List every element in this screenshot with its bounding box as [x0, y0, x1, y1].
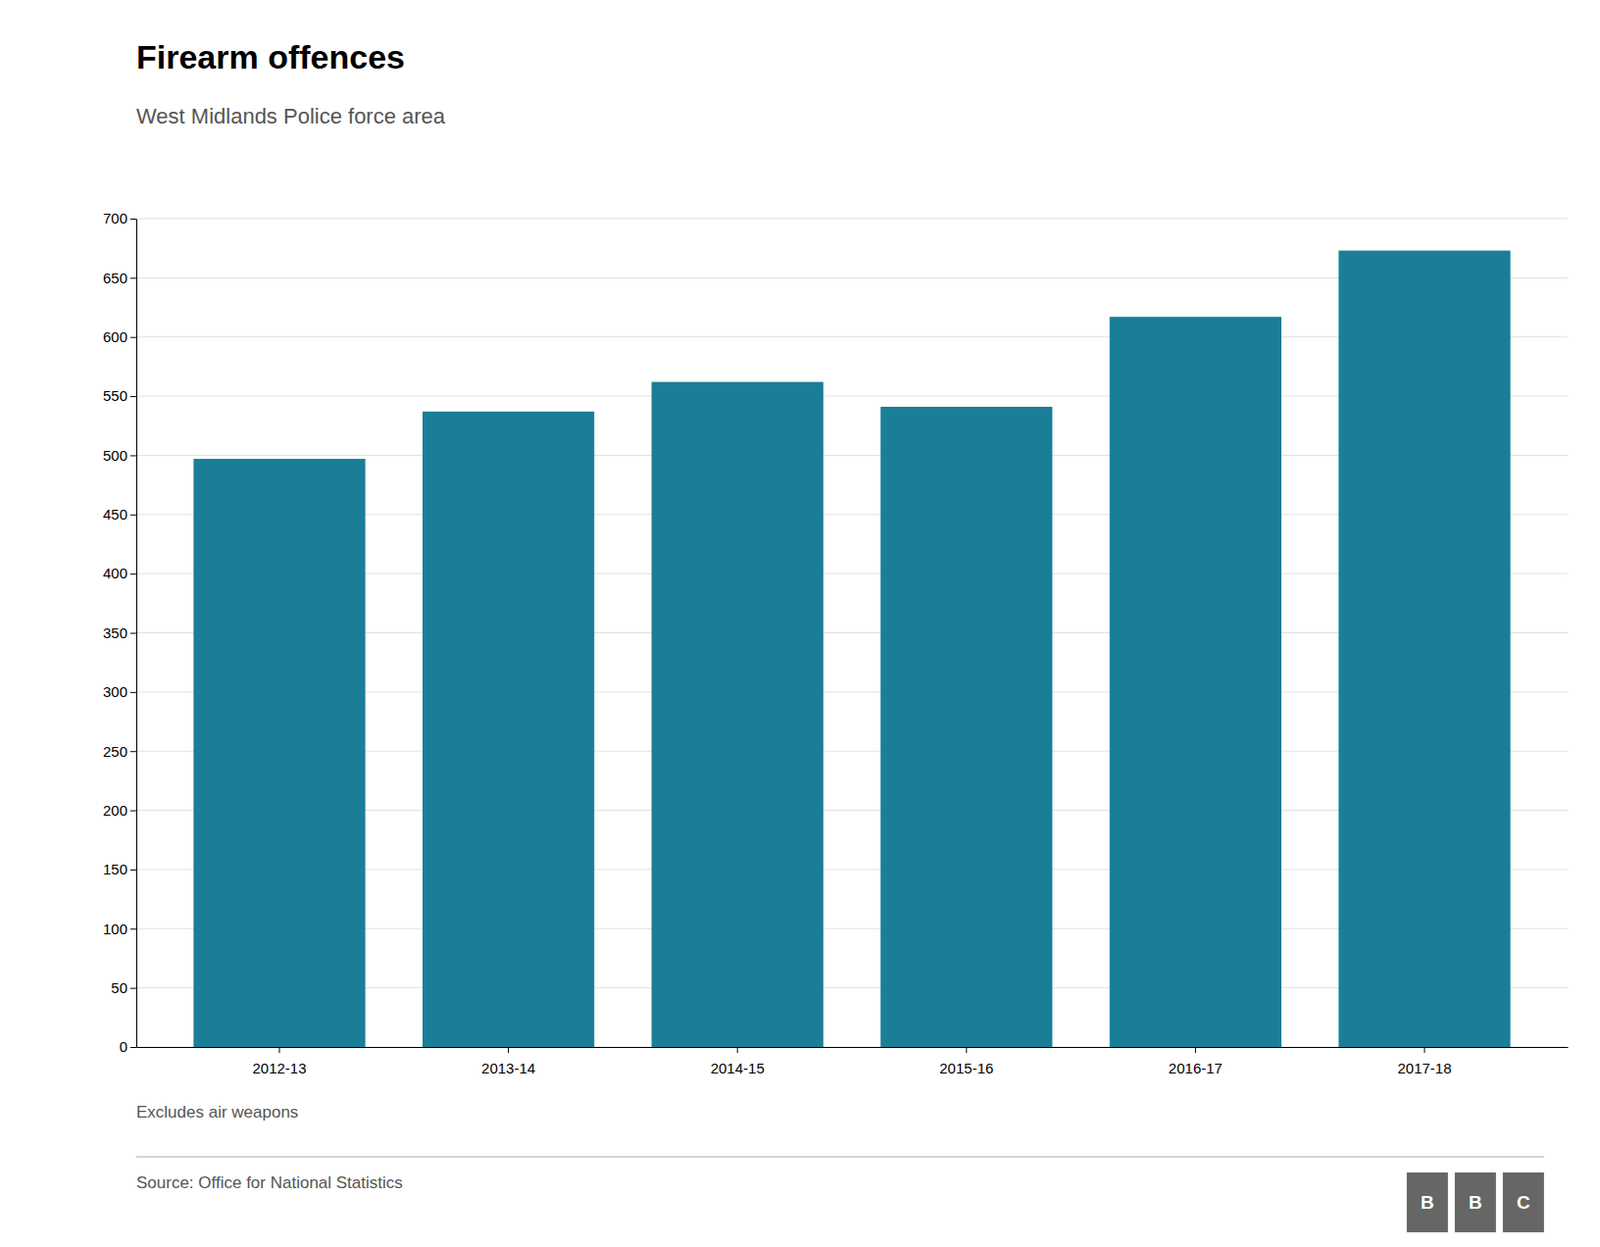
x-tick-label: 2013-14 — [481, 1059, 536, 1077]
y-tick: 700 — [102, 209, 137, 227]
x-tick-mark — [965, 1047, 967, 1053]
y-tick-label: 500 — [102, 447, 128, 464]
y-tick-mark — [130, 810, 137, 812]
y-tick-label: 50 — [110, 979, 128, 997]
y-tick-label: 300 — [102, 683, 128, 700]
x-tick: 2017-18 — [1397, 1047, 1451, 1077]
y-tick-label: 350 — [102, 624, 128, 642]
x-tick-label: 2012-13 — [251, 1059, 306, 1077]
y-tick: 100 — [102, 920, 137, 938]
y-tick: 200 — [102, 801, 137, 819]
logo-letter: B — [1468, 1192, 1483, 1213]
y-tick-mark — [130, 337, 137, 339]
footer-note: Excludes air weapons — [136, 1102, 299, 1122]
logo-letter: B — [1420, 1192, 1435, 1213]
y-tick: 350 — [102, 624, 137, 642]
x-tick-label: 2015-16 — [939, 1059, 994, 1077]
x-tick-label: 2016-17 — [1168, 1059, 1223, 1077]
y-tick-label: 150 — [102, 860, 128, 878]
y-tick-mark — [130, 928, 137, 930]
logo-box — [1502, 1172, 1545, 1233]
y-tick-mark — [130, 692, 137, 694]
y-tick: 300 — [102, 683, 137, 700]
y-tick-mark — [130, 218, 137, 220]
bar — [193, 458, 365, 1048]
title: Firearm offences — [136, 38, 405, 76]
x-tick-mark — [737, 1047, 739, 1053]
bar — [1109, 316, 1282, 1048]
plot-area: 0 50 100 150 200 250 300 350 400 450 500 550 600 650 7… — [102, 209, 1569, 1077]
x-tick-mark — [279, 1047, 281, 1053]
x-tick: 2013-14 — [481, 1047, 536, 1077]
logo-box — [1454, 1172, 1497, 1233]
bars — [193, 250, 1510, 1048]
x-tick-mark — [1424, 1047, 1426, 1053]
y-tick-mark — [130, 869, 137, 871]
y-tick: 450 — [102, 505, 137, 523]
y-axis: 0 50 100 150 200 250 300 350 400 450 500 550 600 650 7… — [102, 209, 138, 1055]
bar — [651, 382, 824, 1048]
y-axis-line — [136, 219, 138, 1049]
y-tick-label: 700 — [102, 209, 128, 227]
grid-line — [136, 218, 1568, 220]
y-tick-label: 200 — [102, 801, 128, 819]
x-tick: 2014-15 — [710, 1047, 765, 1077]
y-tick-label: 0 — [119, 1038, 128, 1055]
x-tick-label: 2014-15 — [710, 1059, 765, 1077]
y-tick-mark — [130, 573, 137, 575]
x-tick-mark — [507, 1047, 509, 1053]
y-tick: 550 — [102, 387, 137, 404]
y-tick: 50 — [110, 979, 137, 997]
y-tick-label: 650 — [102, 269, 128, 287]
chart-svg: Firearm offences West Midlands Police for… — [0, 0, 1600, 1247]
y-tick-label: 450 — [102, 505, 128, 523]
x-axis: 2012-13 2013-14 2014-15 2015-16 2016-17 2017-… — [137, 1047, 1569, 1077]
x-tick: 2016-17 — [1168, 1047, 1223, 1077]
x-tick: 2012-13 — [251, 1047, 306, 1077]
x-tick: 2015-16 — [939, 1047, 994, 1077]
y-tick-label: 400 — [102, 564, 128, 582]
bar — [422, 411, 595, 1048]
logo: BBC — [1406, 1172, 1545, 1233]
y-tick: 650 — [102, 269, 137, 287]
logo-box — [1406, 1172, 1449, 1233]
x-tick-mark — [1195, 1047, 1197, 1053]
chart-container: Firearm offences West Midlands Police for… — [0, 0, 1600, 1247]
bar — [1338, 250, 1510, 1048]
bar — [880, 406, 1052, 1048]
y-tick: 250 — [102, 743, 137, 760]
y-tick: 500 — [102, 447, 137, 464]
y-tick: 600 — [102, 328, 137, 346]
y-tick-label: 100 — [102, 920, 128, 938]
x-tick-label: 2017-18 — [1397, 1059, 1451, 1077]
y-tick-mark — [130, 633, 137, 635]
x-axis-line — [137, 1047, 1569, 1049]
y-tick: 150 — [102, 860, 137, 878]
y-tick-label: 250 — [102, 743, 128, 760]
y-tick-label: 600 — [102, 328, 128, 346]
y-tick-mark — [130, 514, 137, 516]
y-tick-mark — [130, 1047, 137, 1049]
y-tick-mark — [130, 454, 137, 456]
separator — [136, 1156, 1545, 1158]
y-tick-mark — [130, 277, 137, 279]
y-tick-label: 550 — [102, 387, 128, 404]
y-tick: 400 — [102, 564, 137, 582]
y-tick-mark — [130, 396, 137, 398]
y-tick-mark — [130, 750, 137, 752]
grid — [136, 218, 1568, 1048]
subtitle: West Midlands Police force area — [136, 103, 447, 129]
y-tick: 0 — [119, 1038, 137, 1055]
logo-letter: C — [1516, 1192, 1531, 1213]
footer-source: Source: Office for National Statistics — [136, 1173, 403, 1193]
y-tick-mark — [130, 988, 137, 990]
